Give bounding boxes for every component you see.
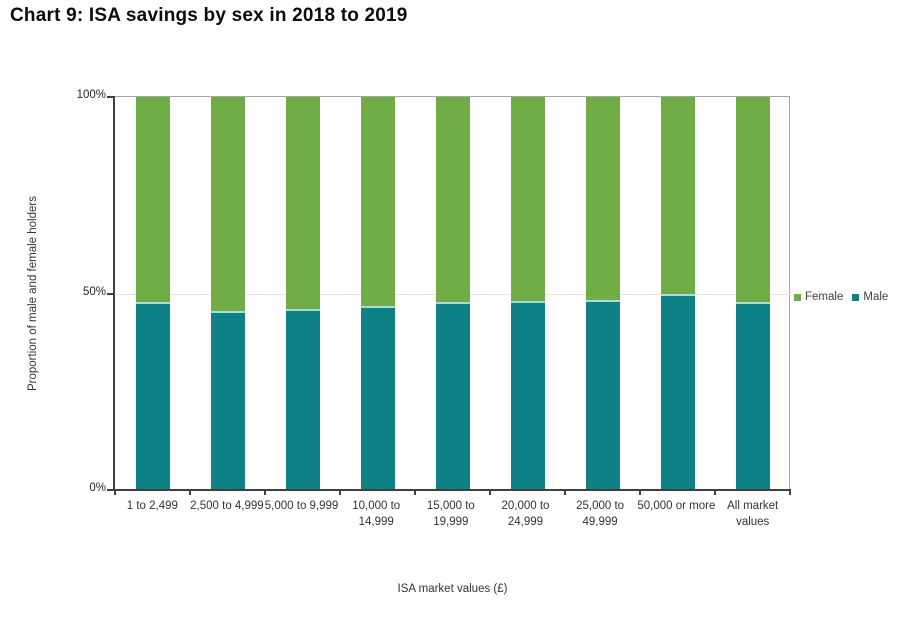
x-tick-label: 10,000 to 14,999 — [352, 500, 401, 528]
bar-group — [265, 97, 340, 489]
legend-label: Male — [863, 291, 889, 303]
bar-group — [340, 97, 415, 489]
bar-segment-male — [660, 293, 695, 489]
bar-group — [490, 97, 565, 489]
x-tick-mark — [264, 491, 266, 495]
legend-label: Female — [805, 291, 844, 303]
legend: Female Male — [794, 291, 888, 303]
bar-segment-female — [735, 97, 770, 302]
bar-segment-female — [210, 97, 245, 312]
x-tick-mark — [564, 491, 566, 495]
x-axis-title: ISA market values (£) — [397, 583, 508, 595]
bar-group — [565, 97, 640, 489]
stacked-bar — [435, 97, 470, 489]
x-tick-label: 15,000 to 19,999 — [426, 500, 475, 528]
stacked-bar — [585, 97, 620, 489]
legend-swatch-male-icon — [852, 293, 860, 301]
x-tick-label: 1 to 2,499 — [126, 500, 178, 512]
x-tick-label: 20,000 to 24,999 — [501, 500, 550, 528]
x-tick-mark — [789, 491, 791, 495]
stacked-bar — [210, 97, 245, 489]
bar-group — [415, 97, 490, 489]
y-tick-label: 0% — [89, 482, 106, 494]
bar-group — [190, 97, 265, 489]
y-tick-mark — [107, 292, 113, 295]
bar-group — [640, 97, 715, 489]
bar-group — [715, 97, 790, 489]
stacked-bar — [660, 97, 695, 489]
chart-title: Chart 9: ISA savings by sex in 2018 to 2… — [10, 5, 408, 26]
bar-segment-female — [360, 97, 395, 307]
x-axis-line — [113, 489, 791, 491]
x-tick-mark — [414, 491, 416, 495]
bar-group — [115, 97, 190, 489]
stacked-bar — [510, 97, 545, 489]
bar-segment-female — [135, 97, 170, 303]
y-tick-mark — [107, 96, 113, 98]
bar-segment-female — [585, 97, 620, 300]
bar-segment-female — [510, 97, 545, 302]
plot-border — [115, 96, 790, 490]
y-axis-line — [113, 96, 115, 491]
y-tick-label: 100% — [76, 89, 106, 101]
x-tick-mark — [189, 491, 191, 495]
x-tick-mark — [489, 491, 491, 495]
bar-segment-female — [435, 97, 470, 303]
bar-segment-female — [660, 97, 695, 294]
bar-segment-male — [435, 302, 470, 489]
stacked-bar — [135, 97, 170, 489]
x-tick-mark — [639, 491, 641, 495]
bar-segment-male — [585, 299, 620, 489]
bar-segment-male — [285, 308, 320, 489]
x-tick-mark — [339, 491, 341, 495]
bar-segment-male — [360, 306, 395, 489]
x-tick-mark — [714, 491, 716, 495]
x-tick-labels: 1 to 2,499 2,500 to 4,999 5,000 to 9,999 10… — [115, 499, 790, 530]
x-tick-label: All market values — [727, 500, 779, 528]
x-tick-label: 50,000 or more — [637, 500, 716, 512]
bar-segment-male — [735, 301, 770, 489]
bar-segment-female — [285, 97, 320, 309]
x-tick-mark — [114, 491, 116, 495]
stacked-bar — [360, 97, 395, 489]
x-tick-label: 2,500 to 4,999 — [190, 500, 264, 512]
legend-item-female: Female — [794, 291, 843, 303]
legend-item-male: Male — [852, 291, 888, 303]
stacked-bar — [285, 97, 320, 489]
y-tick-mark — [107, 489, 113, 491]
x-tick-label: 5,000 to 9,999 — [264, 500, 339, 512]
bar-segment-male — [135, 302, 170, 489]
legend-swatch-female-icon — [794, 293, 801, 301]
x-tick-label: 25,000 to 49,999 — [576, 500, 625, 528]
bar-segment-male — [510, 301, 545, 489]
plot-area — [115, 97, 790, 489]
y-tick-label: 50% — [82, 285, 106, 298]
stacked-bar — [735, 97, 770, 489]
bar-segment-male — [210, 311, 245, 489]
